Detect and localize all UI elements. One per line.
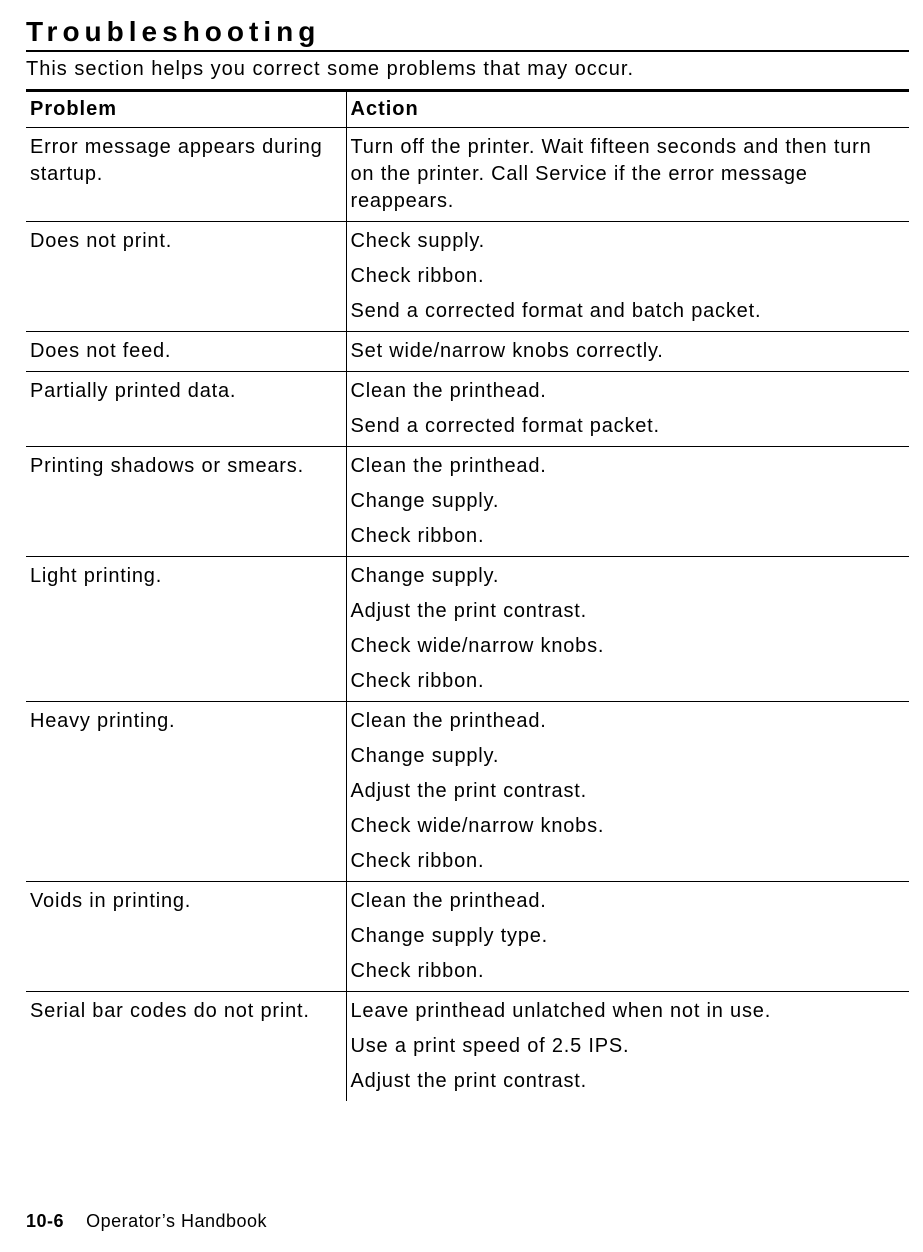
action-cell: Check supply.Check ribbon.Send a correct… [346, 222, 909, 332]
action-line: Send a corrected format packet. [351, 411, 902, 440]
action-line: Check supply. [351, 228, 902, 261]
action-line: Change supply type. [351, 921, 902, 956]
problem-cell: Error message appears during startup. [26, 128, 346, 222]
action-line: Send a corrected format and batch packet… [351, 296, 902, 325]
action-line: Check ribbon. [351, 846, 902, 875]
action-line: Adjust the print contrast. [351, 776, 902, 811]
action-cell: Clean the printhead.Change supply.Adjust… [346, 702, 909, 882]
page-number: 10-6 [26, 1211, 64, 1231]
action-line: Use a print speed of 2.5 IPS. [351, 1031, 902, 1066]
section-title: Troubleshooting [26, 16, 909, 52]
table-row: Serial bar codes do not print.Leave prin… [26, 992, 909, 1102]
table-row: Printing shadows or smears.Clean the pri… [26, 447, 909, 557]
problem-cell: Does not feed. [26, 332, 346, 372]
section-intro: This section helps you correct some prob… [26, 52, 909, 89]
action-cell: Set wide/narrow knobs correctly. [346, 332, 909, 372]
action-cell: Change supply.Adjust the print contrast.… [346, 557, 909, 702]
action-cell: Clean the printhead.Send a corrected for… [346, 372, 909, 447]
action-line: Set wide/narrow knobs correctly. [351, 338, 902, 365]
book-title: Operator’s Handbook [86, 1211, 267, 1231]
page-footer: 10-6 Operator’s Handbook [26, 1211, 909, 1232]
problem-cell: Light printing. [26, 557, 346, 702]
action-line: Check ribbon. [351, 521, 902, 550]
problem-cell: Does not print. [26, 222, 346, 332]
action-line: Turn off the printer. Wait fifteen secon… [351, 134, 902, 215]
action-line: Adjust the print contrast. [351, 1066, 902, 1095]
table-header-action: Action [346, 91, 909, 128]
action-line: Check wide/narrow knobs. [351, 811, 902, 846]
action-cell: Turn off the printer. Wait fifteen secon… [346, 128, 909, 222]
action-cell: Leave printhead unlatched when not in us… [346, 992, 909, 1102]
problem-cell: Heavy printing. [26, 702, 346, 882]
action-line: Change supply. [351, 741, 902, 776]
problem-cell: Printing shadows or smears. [26, 447, 346, 557]
table-header-problem: Problem [26, 91, 346, 128]
table-row: Does not print.Check supply.Check ribbon… [26, 222, 909, 332]
action-line: Change supply. [351, 486, 902, 521]
action-line: Check wide/narrow knobs. [351, 631, 902, 666]
table-row: Does not feed.Set wide/narrow knobs corr… [26, 332, 909, 372]
action-line: Check ribbon. [351, 261, 902, 296]
table-row: Light printing.Change supply.Adjust the … [26, 557, 909, 702]
action-line: Adjust the print contrast. [351, 596, 902, 631]
action-line: Check ribbon. [351, 956, 902, 985]
table-row: Error message appears during startup.Tur… [26, 128, 909, 222]
problem-cell: Partially printed data. [26, 372, 346, 447]
action-cell: Clean the printhead.Change supply.Check … [346, 447, 909, 557]
action-line: Change supply. [351, 563, 902, 596]
table-row: Voids in printing.Clean the printhead.Ch… [26, 882, 909, 992]
table-row: Partially printed data.Clean the printhe… [26, 372, 909, 447]
problem-cell: Serial bar codes do not print. [26, 992, 346, 1102]
action-line: Check ribbon. [351, 666, 902, 695]
action-line: Clean the printhead. [351, 888, 902, 921]
action-line: Leave printhead unlatched when not in us… [351, 998, 902, 1031]
problem-cell: Voids in printing. [26, 882, 346, 992]
action-line: Clean the printhead. [351, 378, 902, 411]
action-line: Clean the printhead. [351, 453, 902, 486]
table-row: Heavy printing.Clean the printhead.Chang… [26, 702, 909, 882]
action-cell: Clean the printhead.Change supply type.C… [346, 882, 909, 992]
action-line: Clean the printhead. [351, 708, 902, 741]
troubleshooting-table: Problem Action Error message appears dur… [26, 89, 909, 1101]
